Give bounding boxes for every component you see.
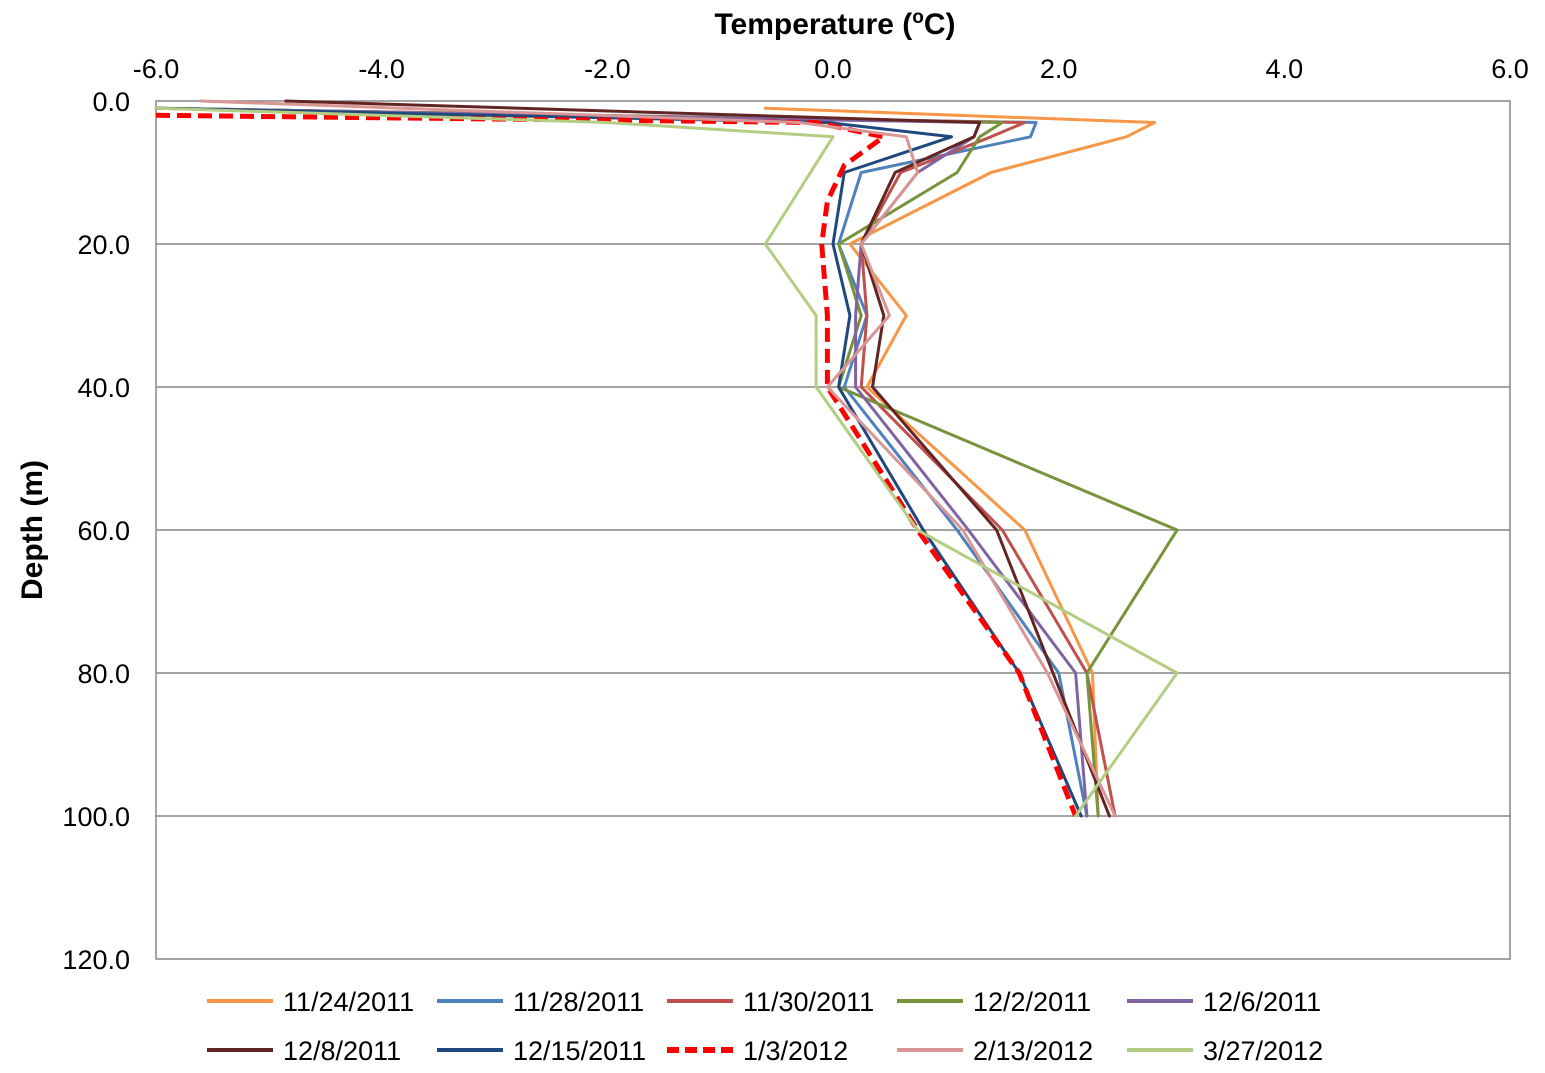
legend-item: 12/8/2011	[207, 1036, 401, 1066]
x-tick-label: -4.0	[358, 54, 405, 84]
x-tick-label: 0.0	[814, 54, 852, 84]
tick-labels: -6.0 -4.0 -2.0 0.0 2.0 4.0 6.0 0.0 20.0 40.0 60.0 8…	[62, 54, 1528, 975]
y-tick-label: 80.0	[77, 659, 130, 689]
series-lines	[154, 99, 1179, 818]
legend-item: 12/6/2011	[1127, 987, 1321, 1017]
legend-item: 11/30/2011	[667, 987, 874, 1017]
legend-item: 12/15/2011	[437, 1036, 646, 1066]
x-axis-title: Temperature (oC)	[714, 7, 955, 41]
series-line-6	[284, 99, 1111, 818]
y-tick-label: 0.0	[92, 87, 130, 117]
legend-item: 1/3/2012	[667, 1036, 848, 1066]
x-tick-label: 4.0	[1266, 54, 1304, 84]
series-line-9	[199, 99, 1117, 818]
y-tick-label: 120.0	[62, 945, 130, 975]
series-line-10	[154, 106, 1179, 818]
legend-label: 2/13/2012	[973, 1036, 1093, 1066]
x-axis-title-end: C)	[924, 8, 956, 41]
y-tick-label: 40.0	[77, 373, 130, 403]
legend-label: 3/27/2012	[1203, 1036, 1323, 1066]
legend-label: 1/3/2012	[743, 1036, 848, 1066]
legend-label: 12/8/2011	[283, 1036, 401, 1066]
x-axis-title-main: Temperature (	[714, 8, 912, 41]
legend: 11/24/2011 11/28/2011 11/30/2011 12/2/2011 1…	[207, 987, 1323, 1066]
x-tick-label: 6.0	[1491, 54, 1529, 84]
legend-item: 11/28/2011	[437, 987, 644, 1017]
legend-label: 11/24/2011	[283, 987, 414, 1017]
series-line-2	[154, 106, 1089, 818]
y-tick-label: 60.0	[77, 516, 130, 546]
series-line-4	[154, 106, 1179, 818]
legend-label: 12/15/2011	[513, 1036, 646, 1066]
y-axis-title: Depth (m)	[16, 460, 49, 600]
legend-label: 12/2/2011	[973, 987, 1091, 1017]
legend-label: 11/30/2011	[743, 987, 874, 1017]
x-tick-label: 2.0	[1040, 54, 1078, 84]
legend-label: 12/6/2011	[1203, 987, 1321, 1017]
y-tick-label: 100.0	[62, 802, 130, 832]
legend-item: 2/13/2012	[897, 1036, 1093, 1066]
gridlines	[156, 243, 1510, 817]
legend-item: 12/2/2011	[897, 987, 1091, 1017]
plot-area-frame	[155, 100, 1511, 960]
y-tick-label: 20.0	[77, 230, 130, 260]
legend-label: 11/28/2011	[513, 987, 644, 1017]
legend-item: 3/27/2012	[1127, 1036, 1323, 1066]
legend-item: 11/24/2011	[207, 987, 414, 1017]
x-tick-label: -6.0	[133, 54, 180, 84]
series-line-1	[763, 106, 1157, 818]
x-tick-label: -2.0	[584, 54, 631, 84]
x-axis-title-superscript: o	[912, 7, 924, 28]
